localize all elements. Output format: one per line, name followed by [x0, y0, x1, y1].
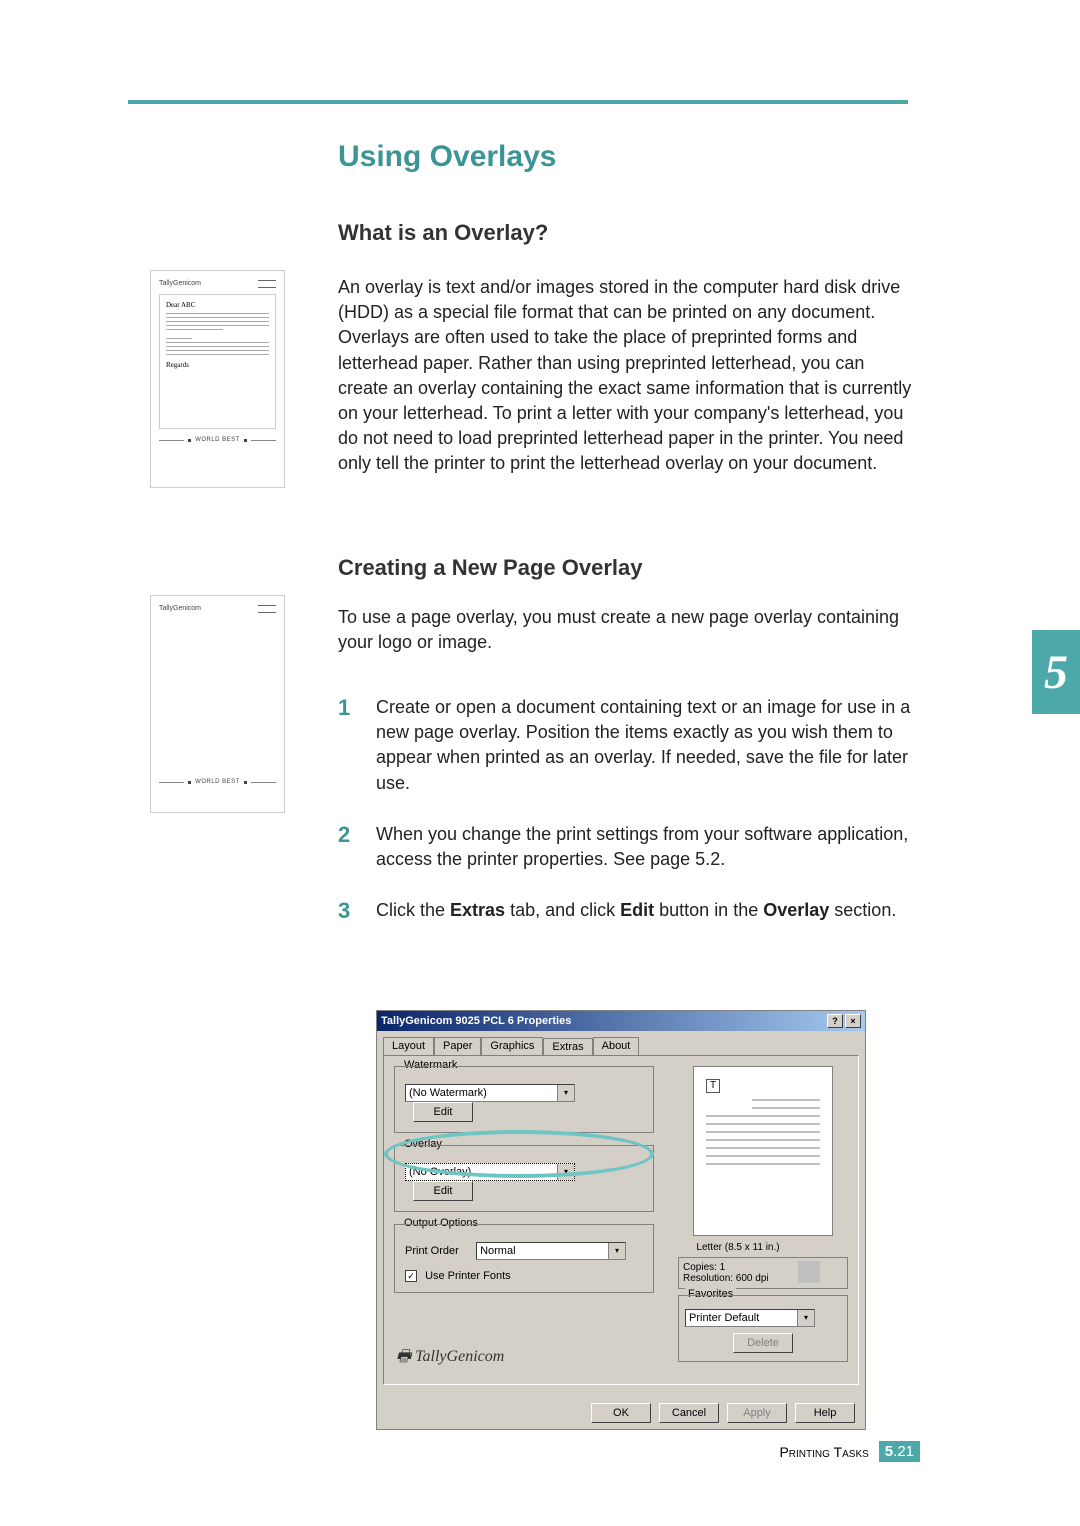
- section-heading-what-is-overlay: What is an Overlay?: [338, 220, 548, 246]
- printer-properties-dialog: TallyGenicom 9025 PCL 6 Properties ? × L…: [376, 1010, 866, 1430]
- overlay-combo[interactable]: (No Overlay): [405, 1163, 575, 1181]
- help-button[interactable]: Help: [795, 1403, 855, 1423]
- tab-layout[interactable]: Layout: [383, 1037, 434, 1055]
- print-order-label: Print Order: [405, 1245, 473, 1257]
- cancel-button[interactable]: Cancel: [659, 1403, 719, 1423]
- illustration-letterhead-sample: TallyGenicom Dear ABC Regards WORLD BEST: [150, 270, 285, 488]
- tab-about[interactable]: About: [593, 1037, 640, 1055]
- footer-section: Printing Tasks: [779, 1444, 868, 1460]
- step-2: 2When you change the print settings from…: [338, 822, 916, 872]
- creating-overlay-intro: To use a page overlay, you must create a…: [338, 605, 916, 655]
- illus2-footer: WORLD BEST: [195, 779, 240, 787]
- page-footer: Printing Tasks 5.21: [779, 1441, 920, 1462]
- output-options-group: Print Order Normal ✓ Use Printer Fonts: [394, 1224, 654, 1293]
- page-title: Using Overlays: [338, 140, 556, 174]
- illustration-blank-letterhead: TallyGenicom WORLD BEST: [150, 595, 285, 813]
- illus-salutation: Dear ABC: [166, 301, 269, 310]
- apply-button[interactable]: Apply: [727, 1403, 787, 1423]
- watermark-combo[interactable]: (No Watermark): [405, 1084, 575, 1102]
- tab-paper[interactable]: Paper: [434, 1037, 481, 1055]
- watermark-edit-button[interactable]: Edit: [413, 1102, 473, 1122]
- illus-brand: TallyGenicom: [159, 279, 201, 288]
- tab-graphics[interactable]: Graphics: [481, 1037, 543, 1055]
- print-order-combo[interactable]: Normal: [476, 1242, 626, 1260]
- brand-text: TallyGenicom: [415, 1348, 504, 1365]
- close-icon[interactable]: ×: [845, 1014, 861, 1028]
- footer-chapter: 5: [885, 1443, 893, 1460]
- chapter-tab: 5: [1032, 630, 1080, 714]
- what-is-overlay-body: An overlay is text and/or images stored …: [338, 275, 916, 477]
- overlay-group: (No Overlay) Edit: [394, 1145, 654, 1212]
- favorites-group: Printer Default Delete: [678, 1295, 848, 1362]
- illus-signoff: Regards: [166, 361, 269, 370]
- ok-button[interactable]: OK: [591, 1403, 651, 1423]
- dialog-title: TallyGenicom 9025 PCL 6 Properties: [381, 1015, 571, 1027]
- preview-paper-size: Letter (8.5 x 11 in.): [678, 1242, 848, 1253]
- steps-list: 1Create or open a document containing te…: [338, 695, 916, 923]
- illus-footer: WORLD BEST: [195, 437, 240, 445]
- overlay-edit-button[interactable]: Edit: [413, 1181, 473, 1201]
- use-printer-fonts-label: Use Printer Fonts: [425, 1270, 511, 1282]
- watermark-group: (No Watermark) Edit: [394, 1066, 654, 1133]
- tab-extras[interactable]: Extras: [543, 1038, 592, 1056]
- footer-page: 21: [897, 1443, 914, 1460]
- use-printer-fonts-checkbox[interactable]: ✓: [405, 1270, 417, 1282]
- illus2-brand: TallyGenicom: [159, 604, 201, 613]
- page-preview: T: [693, 1066, 833, 1236]
- help-icon[interactable]: ?: [827, 1014, 843, 1028]
- step-1: 1Create or open a document containing te…: [338, 695, 916, 796]
- favorites-delete-button[interactable]: Delete: [733, 1333, 793, 1353]
- top-accent-rule: [128, 100, 908, 104]
- step-3: 3Click the Extras tab, and click Edit bu…: [338, 898, 916, 923]
- section-heading-creating-overlay: Creating a New Page Overlay: [338, 555, 642, 581]
- favorites-combo[interactable]: Printer Default: [685, 1309, 815, 1327]
- brand-logo: 🖶: [396, 1348, 415, 1365]
- dialog-tabs: Layout Paper Graphics Extras About: [377, 1031, 865, 1055]
